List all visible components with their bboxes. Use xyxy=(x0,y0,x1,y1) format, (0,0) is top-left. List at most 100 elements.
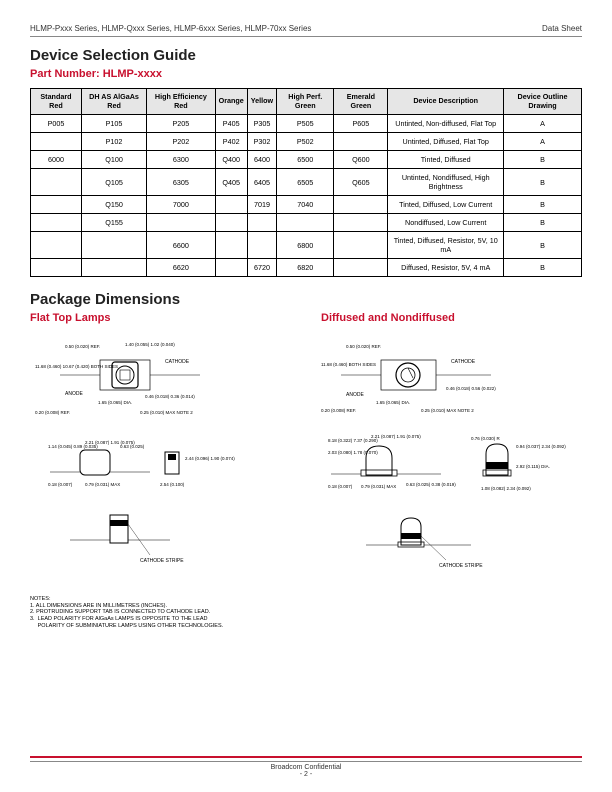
table-cell: 6620 xyxy=(147,259,215,277)
table-cell xyxy=(215,259,247,277)
table-cell: Tinted, Diffused, Low Current xyxy=(388,196,504,214)
table-cell: P005 xyxy=(31,115,82,133)
svg-text:CATHODE: CATHODE xyxy=(451,359,476,365)
table-cell: P305 xyxy=(247,115,276,133)
table-cell xyxy=(31,259,82,277)
table-cell: B xyxy=(504,214,582,232)
table-cell: P105 xyxy=(81,115,146,133)
svg-text:1.14 (0.045) 0.89 (0.035): 1.14 (0.045) 0.89 (0.035) xyxy=(48,444,98,449)
svg-text:2.44 (0.096) 1.90 (0.074): 2.44 (0.096) 1.90 (0.074) xyxy=(185,456,235,461)
table-cell: 7019 xyxy=(247,196,276,214)
table-cell: B xyxy=(504,259,582,277)
section-title-1: Device Selection Guide xyxy=(30,47,582,64)
svg-text:2.03 (0.080) 1.78 (0.070): 2.03 (0.080) 1.78 (0.070) xyxy=(328,450,378,455)
svg-text:1.65 (0.065) DIA.: 1.65 (0.065) DIA. xyxy=(376,400,410,405)
table-row: P005P105P205P405P305P505P605Untinted, No… xyxy=(31,115,582,133)
table-row: 66006800Tinted, Diffused, Resistor, 5V, … xyxy=(31,232,582,259)
table-cell: A xyxy=(504,115,582,133)
svg-text:0.18 (0.007): 0.18 (0.007) xyxy=(328,484,353,489)
table-cell: P102 xyxy=(81,133,146,151)
table-cell xyxy=(334,214,388,232)
table-cell xyxy=(215,232,247,259)
table-cell xyxy=(31,214,82,232)
table-cell: P502 xyxy=(277,133,334,151)
header-right: Data Sheet xyxy=(542,24,582,33)
svg-text:ANODE: ANODE xyxy=(346,392,364,398)
table-cell: 6405 xyxy=(247,169,276,196)
table-cell: Q605 xyxy=(334,169,388,196)
table-cell: B xyxy=(504,151,582,169)
svg-text:2.54 (0.100): 2.54 (0.100) xyxy=(160,482,185,487)
table-cell: P505 xyxy=(277,115,334,133)
table-row: Q150700070197040Tinted, Diffused, Low Cu… xyxy=(31,196,582,214)
table-cell: Diffused, Resistor, 5V, 4 mA xyxy=(388,259,504,277)
diffused-diagram: 0.50 (0.020) REF. 11.68 (0.460) BOTH SID… xyxy=(321,330,571,590)
svg-text:11.68 (0.460) 10.67 (0.420) BO: 11.68 (0.460) 10.67 (0.420) BOTH SIDES xyxy=(35,364,118,369)
table-cell: P605 xyxy=(334,115,388,133)
svg-text:1.08 (0.082) 2.34 (0.092): 1.08 (0.082) 2.34 (0.092) xyxy=(481,486,531,491)
header-left: HLMP-Pxxx Series, HLMP-Qxxx Series, HLMP… xyxy=(30,24,311,33)
red-rule xyxy=(30,756,582,758)
table-cell xyxy=(31,169,82,196)
table-cell xyxy=(81,232,146,259)
table-cell: B xyxy=(504,169,582,196)
svg-text:0.79 (0.031) MAX: 0.79 (0.031) MAX xyxy=(85,482,120,487)
table-cell: Untinted, Diffused, Flat Top xyxy=(388,133,504,151)
table-cell: B xyxy=(504,196,582,214)
svg-text:11.68 (0.460) BOTH SIDES: 11.68 (0.460) BOTH SIDES xyxy=(321,362,376,367)
table-header: Orange xyxy=(215,89,247,115)
subhead-left: Flat Top Lamps xyxy=(30,312,291,324)
svg-text:ANODE: ANODE xyxy=(65,391,83,397)
table-cell: Q100 xyxy=(81,151,146,169)
svg-text:0.20 (0.008) REF.: 0.20 (0.008) REF. xyxy=(35,410,70,415)
table-cell: 6300 xyxy=(147,151,215,169)
table-cell: Untinted, Nondiffused, High Brightness xyxy=(388,169,504,196)
table-cell xyxy=(334,232,388,259)
table-cell xyxy=(147,214,215,232)
table-cell xyxy=(334,196,388,214)
svg-text:CATHODE STRIPE: CATHODE STRIPE xyxy=(140,558,184,564)
table-cell: A xyxy=(504,133,582,151)
table-cell: Untinted, Non-diffused, Flat Top xyxy=(388,115,504,133)
table-row: Q155Nondiffused, Low CurrentB xyxy=(31,214,582,232)
svg-text:0.50 (0.020) REF.: 0.50 (0.020) REF. xyxy=(346,344,381,349)
svg-text:CATHODE STRIPE: CATHODE STRIPE xyxy=(439,563,483,569)
table-cell: Q600 xyxy=(334,151,388,169)
table-cell: Q150 xyxy=(81,196,146,214)
table-cell xyxy=(215,196,247,214)
header: HLMP-Pxxx Series, HLMP-Qxxx Series, HLMP… xyxy=(30,24,582,37)
part-number: Part Number: HLMP-xxxx xyxy=(30,68,582,80)
table-header: Device Description xyxy=(388,89,504,115)
footer: Broadcom Confidential - 2 - xyxy=(0,764,612,778)
table-row: Q1056305Q40564056505Q605Untinted, Nondif… xyxy=(31,169,582,196)
svg-text:0.25 (0.010) MAX NOTE 2: 0.25 (0.010) MAX NOTE 2 xyxy=(421,408,474,413)
table-cell xyxy=(334,133,388,151)
section-title-2: Package Dimensions xyxy=(30,291,582,308)
table-cell: B xyxy=(504,232,582,259)
table-cell: 6500 xyxy=(277,151,334,169)
table-cell: 6800 xyxy=(277,232,334,259)
table-cell xyxy=(247,214,276,232)
table-cell: 6305 xyxy=(147,169,215,196)
svg-text:0.63 (0.025) 0.38 (0.019): 0.63 (0.025) 0.38 (0.019) xyxy=(406,482,456,487)
table-cell: Q405 xyxy=(215,169,247,196)
table-cell xyxy=(31,133,82,151)
table-cell: P402 xyxy=(215,133,247,151)
svg-text:0.50 (0.020) REF.: 0.50 (0.020) REF. xyxy=(65,344,100,349)
svg-text:1.65 (0.065) DIA.: 1.65 (0.065) DIA. xyxy=(98,400,132,405)
table-cell xyxy=(215,214,247,232)
svg-text:2.92 (0.115) DIA.: 2.92 (0.115) DIA. xyxy=(516,464,550,469)
svg-text:0.20 (0.008) REF.: 0.20 (0.008) REF. xyxy=(321,408,356,413)
table-cell: 6820 xyxy=(277,259,334,277)
table-cell: 7000 xyxy=(147,196,215,214)
table-cell: 6400 xyxy=(247,151,276,169)
svg-text:2.21 (0.087) 1.91 (0.075): 2.21 (0.087) 1.91 (0.075) xyxy=(371,434,421,439)
table-cell xyxy=(81,259,146,277)
svg-text:1.40 (0.055) 1.02 (0.040): 1.40 (0.055) 1.02 (0.040) xyxy=(125,342,175,347)
table-cell: 6720 xyxy=(247,259,276,277)
table-row: 6000Q1006300Q40064006500Q600Tinted, Diff… xyxy=(31,151,582,169)
table-cell xyxy=(334,259,388,277)
svg-text:0.79 (0.031) MAX: 0.79 (0.031) MAX xyxy=(361,484,396,489)
svg-text:0.76 (0.030) R: 0.76 (0.030) R xyxy=(471,436,501,441)
table-cell: 6600 xyxy=(147,232,215,259)
